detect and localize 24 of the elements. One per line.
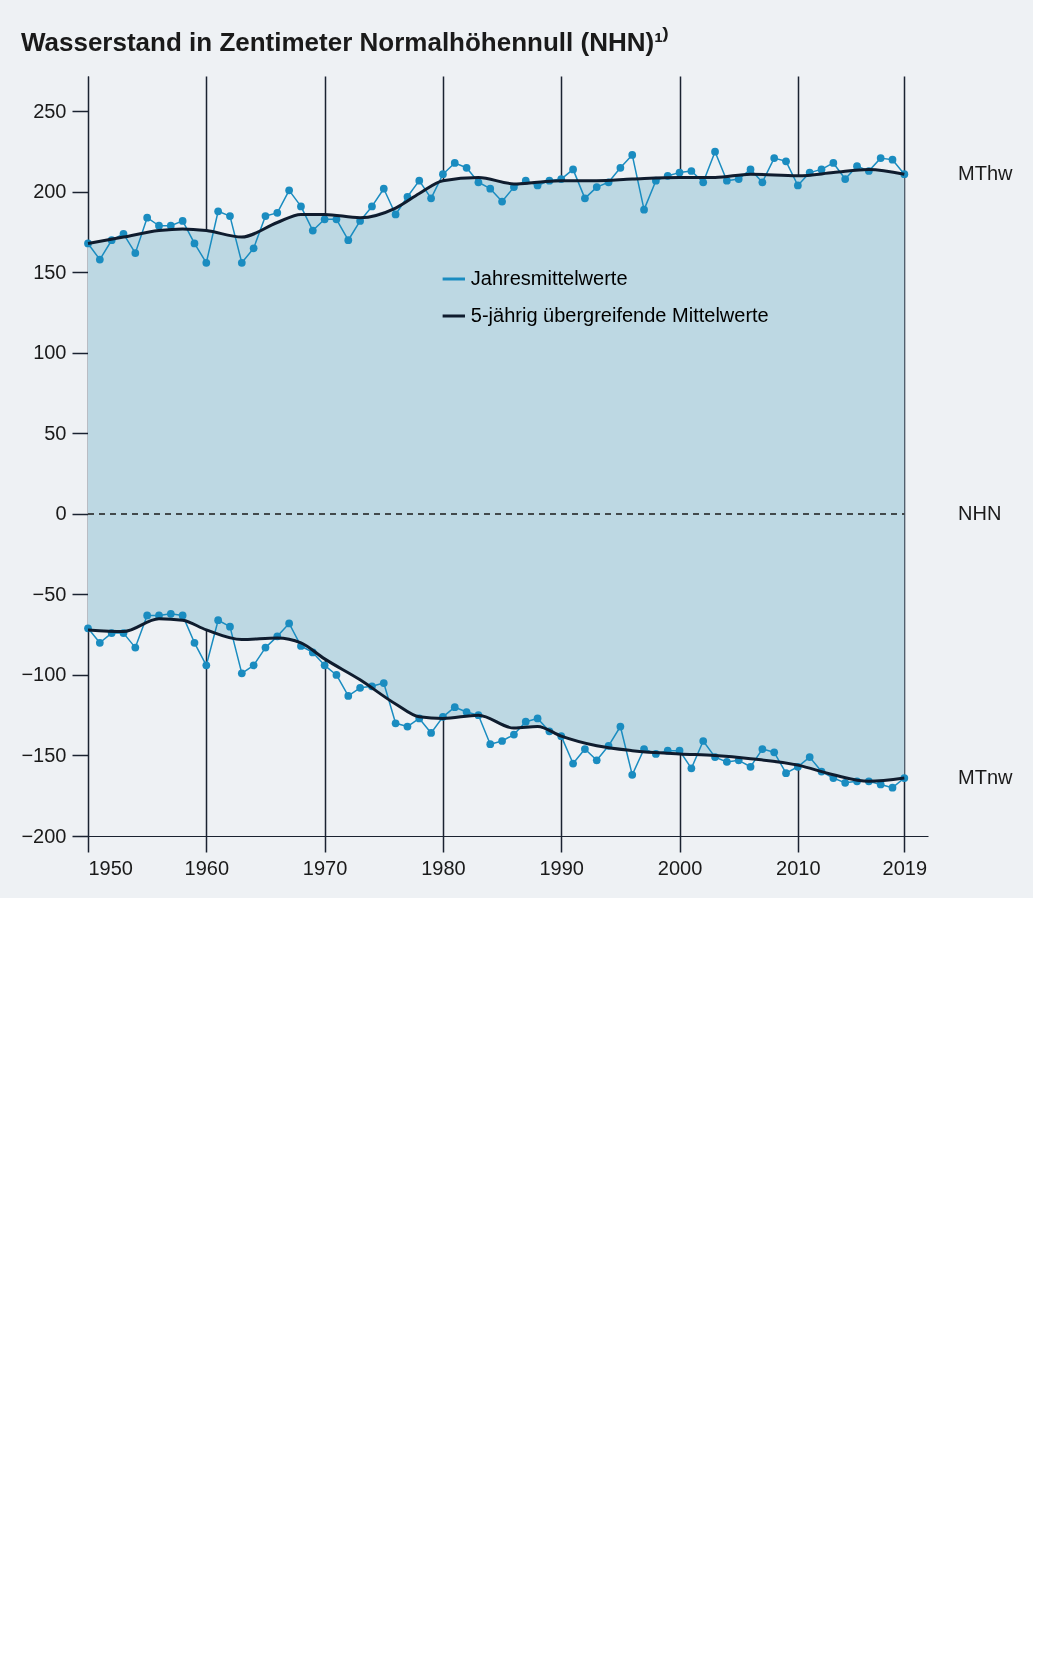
y-tick-label: −50 bbox=[32, 582, 67, 605]
y-tick-label: 50 bbox=[44, 421, 67, 444]
text: MThw bbox=[958, 162, 1013, 185]
legend-label: 5-jährig übergreifende Mittelwerte bbox=[470, 304, 769, 326]
text: NHN bbox=[958, 501, 1002, 524]
x-tick-label: 1970 bbox=[302, 856, 348, 879]
y-tick-label: −100 bbox=[21, 663, 67, 686]
x-tick-label: 2019 bbox=[882, 856, 928, 879]
x-tick-label: 2010 bbox=[776, 856, 821, 879]
legend-label: Jahresmittelwerte bbox=[470, 267, 628, 289]
y-tick-label: 100 bbox=[33, 341, 67, 364]
y-tick-label: −200 bbox=[21, 824, 67, 847]
x-tick-label: 1950 bbox=[88, 856, 133, 879]
y-tick-label: 150 bbox=[33, 260, 67, 283]
x-tick-label: 1980 bbox=[421, 856, 466, 879]
x-tick-label: 2000 bbox=[657, 856, 703, 879]
y-tick-label: 200 bbox=[33, 180, 67, 203]
chart-title: Wasserstand in Zentimeter Normalhöhennull (NHN)¹⁾ bbox=[20, 26, 669, 57]
y-tick-label: 250 bbox=[33, 99, 67, 122]
text: MTnw bbox=[958, 766, 1013, 789]
y-tick-label: 0 bbox=[55, 502, 67, 525]
x-tick-label: 1990 bbox=[539, 856, 584, 879]
x-tick-label: 1960 bbox=[184, 856, 230, 879]
y-tick-label: −150 bbox=[21, 743, 67, 766]
